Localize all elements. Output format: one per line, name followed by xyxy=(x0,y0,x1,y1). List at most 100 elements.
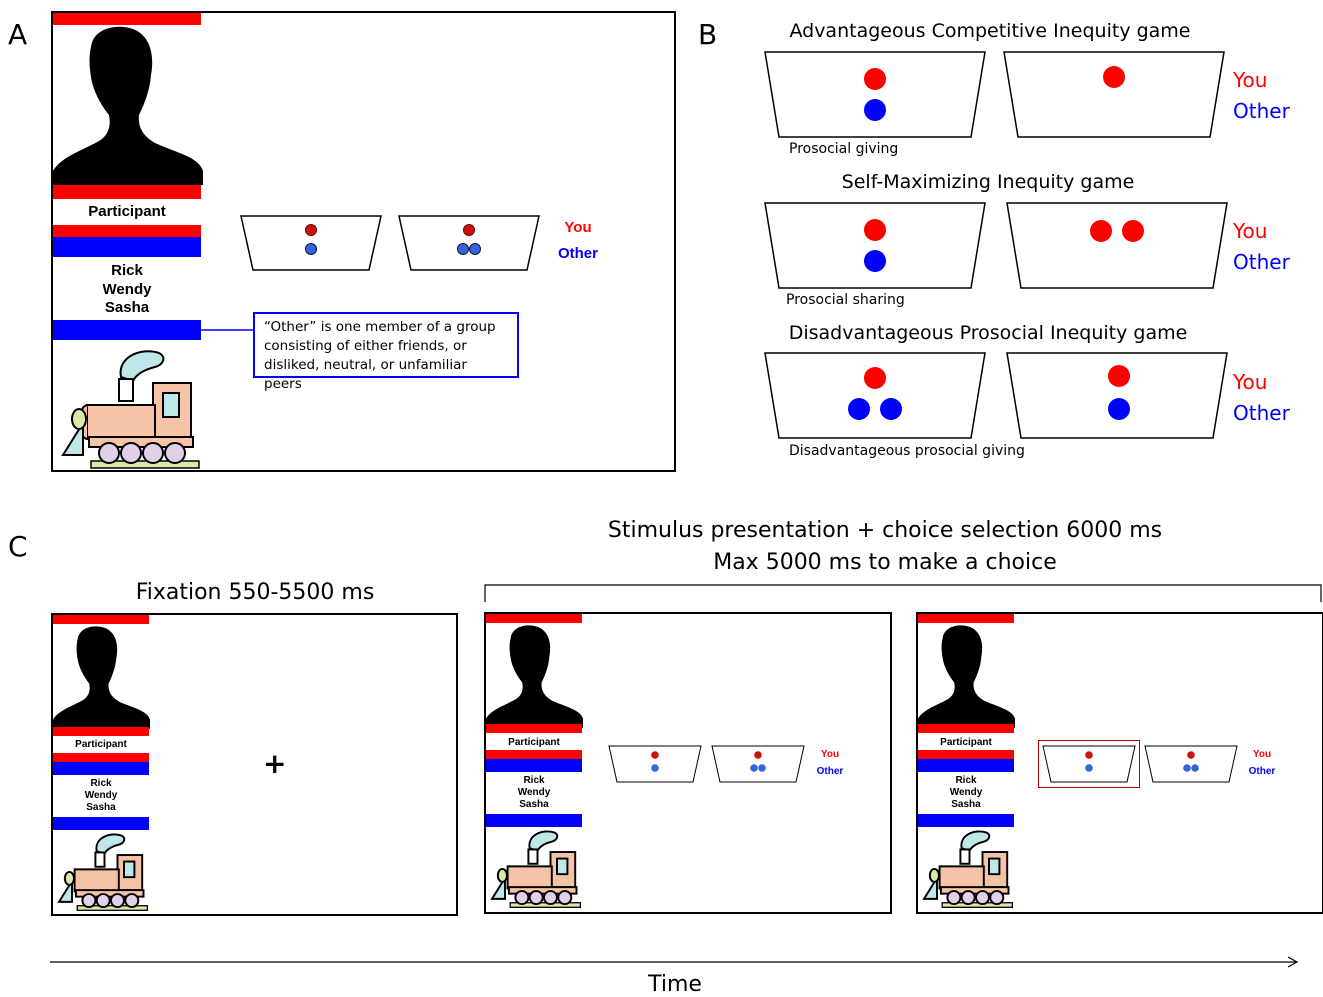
game-1-left-tray xyxy=(764,51,986,138)
game-2-left-tray xyxy=(764,202,986,289)
you-token xyxy=(1085,751,1093,759)
you-token xyxy=(864,68,886,90)
participant-label: Participant xyxy=(508,737,560,748)
other-token xyxy=(848,398,870,420)
group-blue-bar xyxy=(486,759,582,772)
choice-screen: Participant Rick Wendy Sasha You Other xyxy=(916,612,1323,914)
group-red-bar xyxy=(53,753,149,762)
panel-a-legend-other: Other xyxy=(557,245,598,262)
game-1-legend-other: Other xyxy=(1233,99,1290,123)
group-red-bar xyxy=(918,750,1014,759)
other-token xyxy=(305,243,317,255)
other-token xyxy=(1108,398,1130,420)
group-name-3: Sasha xyxy=(951,799,981,810)
group-name-1: Rick xyxy=(955,775,977,786)
stimulus-legend-other: Other xyxy=(816,766,844,777)
participant-red-bar xyxy=(53,727,149,736)
participant-red-bar xyxy=(53,185,201,199)
you-token xyxy=(651,751,659,759)
you-token xyxy=(1187,751,1195,759)
game-2-right-tray xyxy=(1006,202,1228,289)
other-token xyxy=(1085,764,1093,772)
group-name-1: Rick xyxy=(90,778,112,789)
stimulus-bracket xyxy=(484,584,1322,602)
group-name-3: Sasha xyxy=(104,299,150,316)
fixation-duration-label: Fixation 550-5500 ms xyxy=(135,580,375,605)
game-3-option-note: Disadvantageous prosocial giving xyxy=(789,443,1025,459)
bottom-blue-bar xyxy=(53,320,201,340)
you-token xyxy=(1108,365,1130,387)
other-token xyxy=(864,250,886,272)
stimulus-legend-you: You xyxy=(820,749,840,760)
stimulus-tray-right xyxy=(711,745,805,783)
other-token xyxy=(1191,764,1199,772)
bottom-blue-bar xyxy=(918,814,1014,827)
choice-legend-you: You xyxy=(1252,749,1272,760)
selected-option-highlight xyxy=(1038,740,1140,788)
choice-tray-left xyxy=(1042,745,1136,783)
top-red-bar xyxy=(486,614,582,623)
other-token xyxy=(864,99,886,121)
game-3-right-tray xyxy=(1006,352,1228,439)
group-name-3: Sasha xyxy=(519,799,549,810)
top-red-bar xyxy=(53,615,149,624)
panel-a-tray-right xyxy=(398,215,540,271)
participant-silhouette-icon xyxy=(918,625,1015,728)
you-token xyxy=(754,751,762,759)
game-1-legend-you: You xyxy=(1233,68,1268,92)
you-token xyxy=(1103,66,1125,88)
group-name-2: Wendy xyxy=(84,790,118,801)
bottom-blue-bar xyxy=(53,817,149,830)
participant-label: Participant xyxy=(940,737,992,748)
top-red-bar xyxy=(918,614,1014,623)
game-1-right-tray xyxy=(1003,51,1225,138)
panel-a-tray-left xyxy=(240,215,382,271)
you-token xyxy=(1090,220,1112,242)
fixation-cross: + xyxy=(263,747,287,780)
game-3-legend-other: Other xyxy=(1233,401,1290,425)
choice-legend-other: Other xyxy=(1248,766,1276,777)
game-2-legend-you: You xyxy=(1233,219,1268,243)
other-token xyxy=(1183,764,1191,772)
group-blue-bar xyxy=(53,762,149,775)
group-name-1: Rick xyxy=(523,775,545,786)
other-token xyxy=(750,764,758,772)
you-token xyxy=(305,224,317,236)
you-token xyxy=(864,219,886,241)
other-token xyxy=(651,764,659,772)
stimulus-duration-label: Stimulus presentation + choice selection… xyxy=(607,518,1163,543)
other-token xyxy=(457,243,469,255)
participant-red-bar xyxy=(918,724,1014,733)
time-axis-arrow xyxy=(50,956,1299,968)
time-axis-label: Time xyxy=(648,972,702,997)
participant-silhouette-icon xyxy=(53,26,203,185)
panel-label-b: B xyxy=(698,18,718,51)
participant-silhouette-icon xyxy=(486,625,583,728)
group-name-2: Wendy xyxy=(949,787,983,798)
panel-label-c: C xyxy=(8,530,28,563)
group-red-bar xyxy=(53,225,201,237)
choice-limit-label: Max 5000 ms to make a choice xyxy=(713,550,1057,575)
callout-connector xyxy=(200,329,254,331)
you-token xyxy=(1122,220,1144,242)
stimulus-tray-left xyxy=(608,745,702,783)
panel-a-screen: Participant Rick Wendy Sasha xyxy=(51,11,676,472)
other-token xyxy=(758,764,766,772)
group-red-bar xyxy=(486,750,582,759)
participant-red-bar xyxy=(486,724,582,733)
game-3-left-tray xyxy=(764,352,986,439)
other-token xyxy=(880,398,902,420)
group-name-3: Sasha xyxy=(86,802,116,813)
game-1-option-note: Prosocial giving xyxy=(789,141,899,157)
participant-silhouette-icon xyxy=(53,626,150,729)
game-2-option-note: Prosocial sharing xyxy=(786,292,905,308)
group-name-1: Rick xyxy=(111,262,143,279)
bottom-blue-bar xyxy=(486,814,582,827)
game-3-legend-you: You xyxy=(1233,370,1268,394)
group-blue-bar xyxy=(53,237,201,257)
group-name-2: Wendy xyxy=(517,787,551,798)
choice-tray-right xyxy=(1144,745,1238,783)
you-token xyxy=(463,224,475,236)
group-name-2: Wendy xyxy=(102,281,152,298)
panel-a-legend-you: You xyxy=(564,219,592,236)
